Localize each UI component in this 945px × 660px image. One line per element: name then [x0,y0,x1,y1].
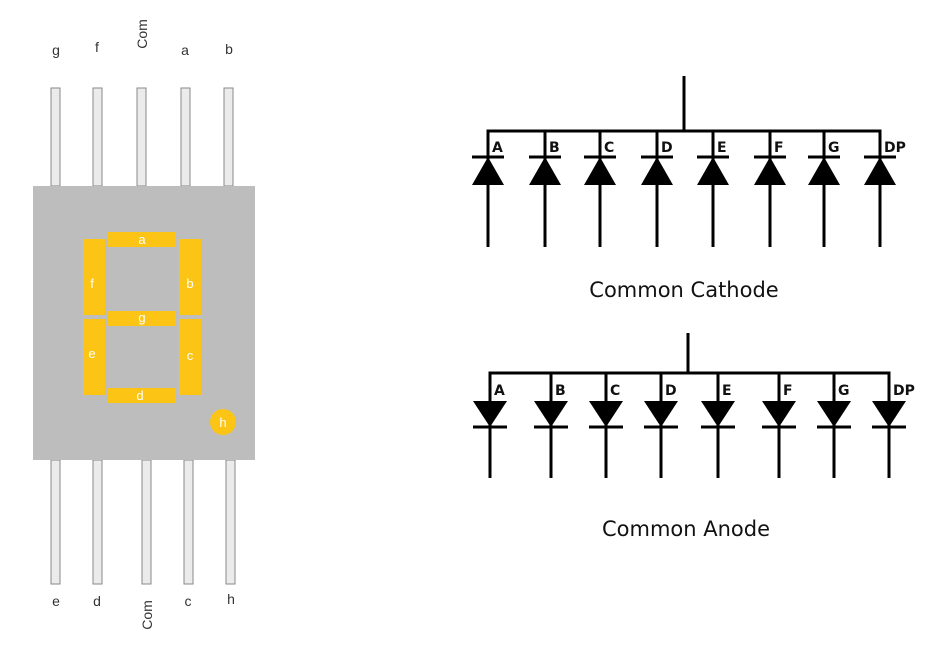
seven-segment-display: a b c d e f g h g f Com a b e d Com c h [33,19,255,630]
ca-label-dp: DP [893,383,915,399]
pin-bottom-c [183,459,194,585]
pin-bottom-d [92,459,103,585]
segment-label-f: f [90,276,94,291]
segment-e [83,319,105,395]
bottom-pin-label-c: c [185,593,192,609]
cc-label-c: C [604,140,614,156]
ca-diode-d [644,401,678,427]
segment-label-g: g [138,310,145,325]
common-anode-schematic: A B C D E F G DP Common Anode [473,333,915,541]
cc-diode-f [754,157,786,185]
bottom-pin-label-com: Com [139,600,155,630]
cc-label-b: B [549,140,560,156]
top-pin-label-g: g [52,42,60,58]
ca-diode-g [817,401,851,427]
ca-diode-e [701,401,735,427]
segment-label-e: e [88,346,95,361]
bottom-pin-label-h: h [227,591,235,607]
common-cathode-labels: A B C D E F G DP [492,140,906,156]
common-cathode-title: Common Cathode [589,278,778,302]
ca-diode-dp [872,401,906,427]
cc-diode-g [808,157,840,185]
ca-label-d: D [665,383,677,399]
common-anode-wires [488,333,891,478]
cc-diode-b [529,157,561,185]
cc-label-d: D [661,140,673,156]
cc-label-a: A [492,140,503,156]
cc-label-dp: DP [884,140,906,156]
segment-b [179,239,201,315]
cc-diode-d [641,157,673,185]
ca-label-f: F [783,383,793,399]
ca-label-c: C [610,383,620,399]
segment-f [83,239,105,315]
pin-top-a [180,87,191,187]
bottom-pin-labels: e d Com c h [52,591,235,630]
pin-bottom-h [225,459,236,585]
cc-diode-a [472,157,504,185]
bottom-pin-label-e: e [52,593,60,609]
cc-diode-e [697,157,729,185]
segment-label-b: b [186,276,193,291]
top-pin-label-a: a [181,42,189,58]
segment-label-h: h [219,415,226,430]
segment-d [108,388,176,403]
common-anode-diodes [473,401,906,429]
pin-bottom-e [50,459,61,585]
common-cathode-diodes [472,155,896,185]
common-cathode-wires [486,76,882,247]
segments [83,232,236,435]
ca-diode-f [762,401,796,427]
pin-bottom-com [141,459,152,585]
ca-diode-b [534,401,568,427]
bottom-pin-label-d: d [93,593,101,609]
ca-label-e: E [722,383,732,399]
ca-label-b: B [555,383,566,399]
bottom-pins [50,459,236,585]
pin-top-f [92,87,103,187]
segment-a [108,232,176,247]
segment-labels: a b c d e f g h [88,232,226,430]
common-cathode-schematic: A B C D E F G DP Common Cathode [472,76,906,302]
common-anode-title: Common Anode [602,517,770,541]
top-pin-label-b: b [225,41,233,57]
cc-label-f: F [774,140,784,156]
ca-diode-a [473,401,507,427]
common-anode-labels: A B C D E F G DP [494,383,915,399]
pin-top-com [136,87,147,187]
segment-c [179,319,201,395]
cc-diode-c [584,157,616,185]
ca-label-g: G [838,383,850,399]
segment-label-c: c [187,348,194,363]
top-pins [50,87,234,187]
decimal-point-h [210,409,236,435]
cc-label-g: G [828,140,840,156]
pin-top-g [50,87,61,187]
segment-g [108,311,176,326]
ca-diode-c [589,401,623,427]
pin-top-b [223,87,234,187]
segment-label-a: a [138,232,146,247]
ca-label-a: A [494,383,505,399]
top-pin-label-f: f [95,39,99,55]
cc-diode-dp [864,157,896,185]
top-pin-label-com: Com [134,19,150,49]
cc-label-e: E [717,140,727,156]
segment-label-d: d [136,388,143,403]
top-pin-labels: g f Com a b [52,19,233,58]
